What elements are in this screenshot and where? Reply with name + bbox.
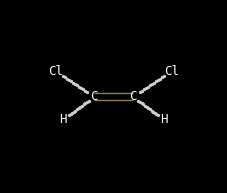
Text: C: C — [90, 90, 98, 103]
Text: Cl: Cl — [164, 65, 179, 78]
Text: H: H — [160, 113, 168, 126]
Text: C: C — [129, 90, 137, 103]
Text: Cl: Cl — [48, 65, 63, 78]
Text: H: H — [59, 113, 67, 126]
